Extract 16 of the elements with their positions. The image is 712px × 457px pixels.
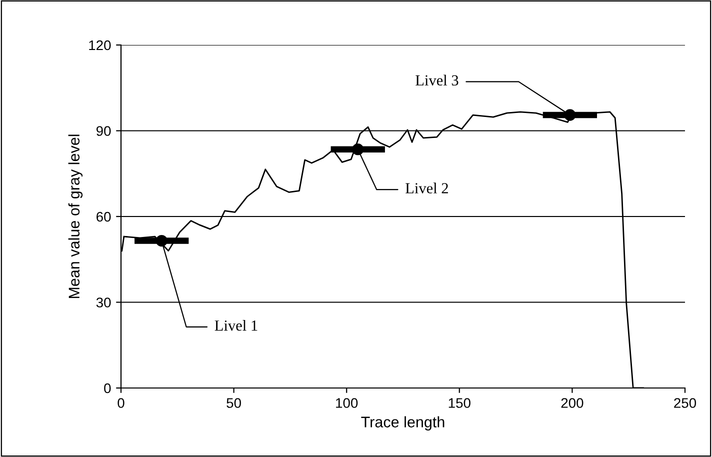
y-axis-title: Mean value of gray level <box>68 134 83 298</box>
x-tick-label: 150 <box>448 398 470 408</box>
x-tick-label: 0 <box>118 398 124 408</box>
x-tick-label: 200 <box>561 398 584 408</box>
annotation: Livel 2 <box>406 182 448 194</box>
annotation: Livel 3 <box>416 74 458 86</box>
annotation: Livel 1 <box>214 320 258 331</box>
x-axis-title: Trace length <box>361 416 444 430</box>
y-tick-label: 30 <box>96 298 111 308</box>
y-tick-label: 120 <box>89 40 111 50</box>
y-tick-label: 60 <box>96 212 111 222</box>
y-tick-label: 90 <box>96 126 111 136</box>
y-tick-label: 0 <box>104 383 111 394</box>
x-tick-label: 100 <box>336 398 358 408</box>
x-tick-label: 250 <box>674 398 696 408</box>
x-tick-label: 50 <box>226 398 241 408</box>
